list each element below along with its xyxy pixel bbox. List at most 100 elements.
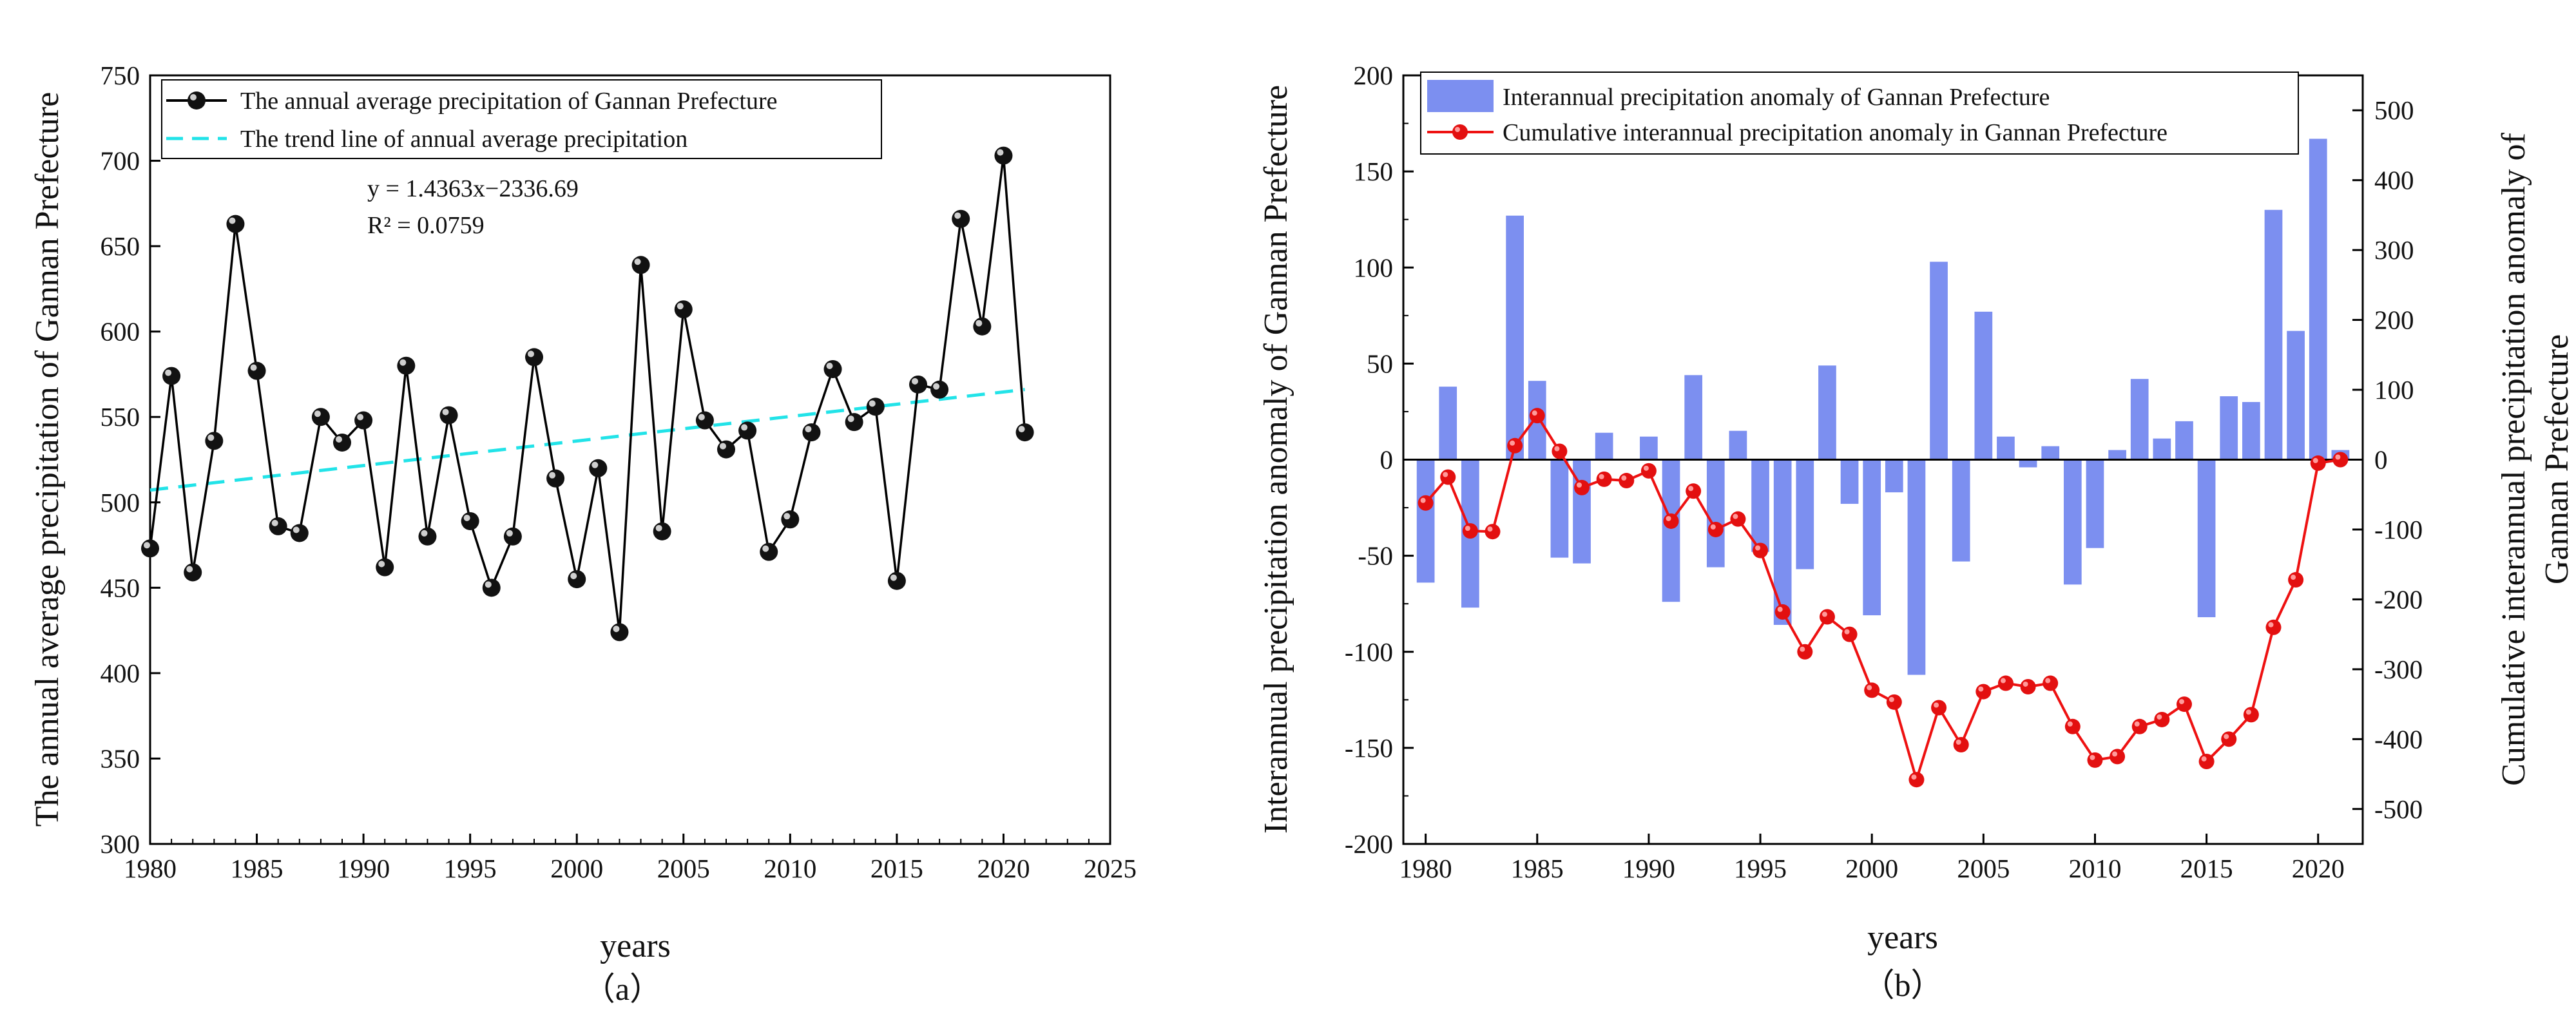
y-tick-label: -150 [1345, 733, 1393, 763]
cumulative-point-highlight [2067, 721, 2073, 727]
panel-b-ylabel-right-line1: Cumulative interannual precipitation ano… [2495, 132, 2532, 785]
anomaly-bar [1796, 459, 1814, 569]
precip-point [781, 510, 800, 529]
precip-point-highlight [485, 581, 492, 588]
cumulative-point-highlight [1554, 446, 1560, 452]
cumulative-point-highlight [1889, 696, 1894, 702]
anomaly-bar [2063, 459, 2082, 585]
cumulative-point [2288, 572, 2304, 588]
cumulative-point-highlight [2112, 751, 2118, 757]
cumulative-point-highlight [1867, 685, 1872, 691]
precip-point [333, 433, 351, 452]
cumulative-point-highlight [1911, 774, 1917, 780]
cumulative-point-highlight [1688, 486, 1694, 492]
precip-point-highlight [954, 212, 961, 219]
anomaly-bar [2019, 459, 2037, 468]
anomaly-bar [2264, 209, 2283, 460]
precip-point [482, 579, 501, 597]
precip-point [439, 406, 458, 425]
precip-point-highlight [613, 626, 620, 633]
anomaly-bar [1640, 436, 1658, 460]
y-right-tick-label: -200 [2374, 584, 2423, 614]
precip-point-highlight [1018, 426, 1025, 433]
anomaly-bar [1416, 459, 1435, 583]
precip-point [631, 256, 650, 274]
precip-point [695, 411, 714, 430]
precip-point-highlight [528, 350, 534, 358]
x-tick-label: 2015 [870, 854, 923, 883]
x-tick-label: 2000 [550, 854, 603, 883]
anomaly-bar [1974, 311, 1993, 460]
cumulative-point [1552, 443, 1568, 459]
cumulative-point [1953, 736, 1969, 752]
panel-a-caption: （a） [583, 971, 662, 1007]
y-right-tick-label: -400 [2374, 724, 2423, 754]
precip-point [568, 570, 586, 589]
y-right-tick-label: 0 [2374, 445, 2388, 475]
cumulative-point-highlight [1621, 475, 1627, 481]
cumulative-point [2332, 452, 2349, 468]
cumulative-point-highlight [1510, 440, 1515, 446]
trend-line [149, 388, 1025, 492]
cumulative-point-highlight [1956, 739, 1961, 745]
cumulative-point-highlight [2045, 678, 2051, 684]
cumulative-point [1908, 772, 1925, 788]
x-tick-label: 2005 [1957, 854, 2010, 883]
cumulative-point-highlight [1821, 611, 1827, 617]
precip-point-highlight [271, 519, 278, 526]
cumulative-point [1640, 463, 1657, 479]
cumulative-point [1485, 524, 1501, 540]
cumulative-point [2131, 718, 2148, 734]
x-tick-label: 1990 [1622, 854, 1675, 883]
x-tick-label: 2000 [1845, 854, 1898, 883]
precip-point-highlight [655, 524, 662, 531]
precip-point [738, 421, 757, 440]
precip-point [354, 411, 373, 430]
cumulative-point-highlight [2268, 622, 2274, 627]
precip-point [823, 359, 842, 378]
cumulative-point [1707, 521, 1724, 537]
x-tick-label: 2025 [1084, 854, 1137, 883]
cumulative-point-highlight [2134, 721, 2140, 727]
y-tick-label: 300 [101, 829, 140, 859]
cumulative-point-highlight [1800, 646, 1805, 652]
legend-anomaly-swatch [1427, 80, 1494, 112]
anomaly-bar [2287, 330, 2305, 460]
anomaly-bar [1684, 375, 1703, 460]
y-right-tick-label: -300 [2374, 655, 2423, 684]
precip-point [525, 348, 543, 367]
cumulative-point-highlight [1487, 526, 1493, 532]
cumulative-point-highlight [1643, 465, 1649, 471]
anomaly-bar [2086, 459, 2104, 548]
cumulative-point [1797, 644, 1813, 660]
regression-equation: y = 1.4363x−2336.69 [367, 175, 579, 202]
cumulative-point-highlight [1465, 526, 1470, 531]
cumulative-point-highlight [2312, 457, 2318, 463]
precip-point-highlight [997, 149, 1004, 156]
precip-point-highlight [250, 364, 257, 371]
precip-point [290, 524, 309, 542]
cumulative-point [1753, 542, 1769, 559]
y-tick-label: 0 [1380, 445, 1394, 475]
x-tick-label: 2010 [2068, 854, 2121, 883]
panel-a-xlabel: years [600, 928, 671, 964]
panel-b-legend-box [1420, 72, 2299, 155]
legend-precip-marker-highlight [190, 94, 197, 100]
cumulative-point [1997, 675, 2014, 691]
anomaly-bar [2153, 438, 2171, 460]
y-tick-label: 350 [101, 743, 140, 773]
y-tick-label: 400 [101, 658, 140, 688]
cumulative-point [1440, 469, 1456, 485]
cumulative-point-highlight [1599, 474, 1604, 479]
cumulative-point [2198, 754, 2215, 770]
y-right-tick-label: 500 [2374, 95, 2414, 125]
precip-point-highlight [357, 414, 364, 421]
cumulative-point-highlight [1978, 686, 1984, 692]
anomaly-bar [1729, 430, 1747, 460]
cumulative-point-highlight [2023, 681, 2028, 687]
anomaly-bar [2220, 396, 2238, 460]
cumulative-point [1975, 684, 1992, 700]
x-tick-label: 1990 [337, 854, 390, 883]
cumulative-point [2176, 696, 2192, 713]
